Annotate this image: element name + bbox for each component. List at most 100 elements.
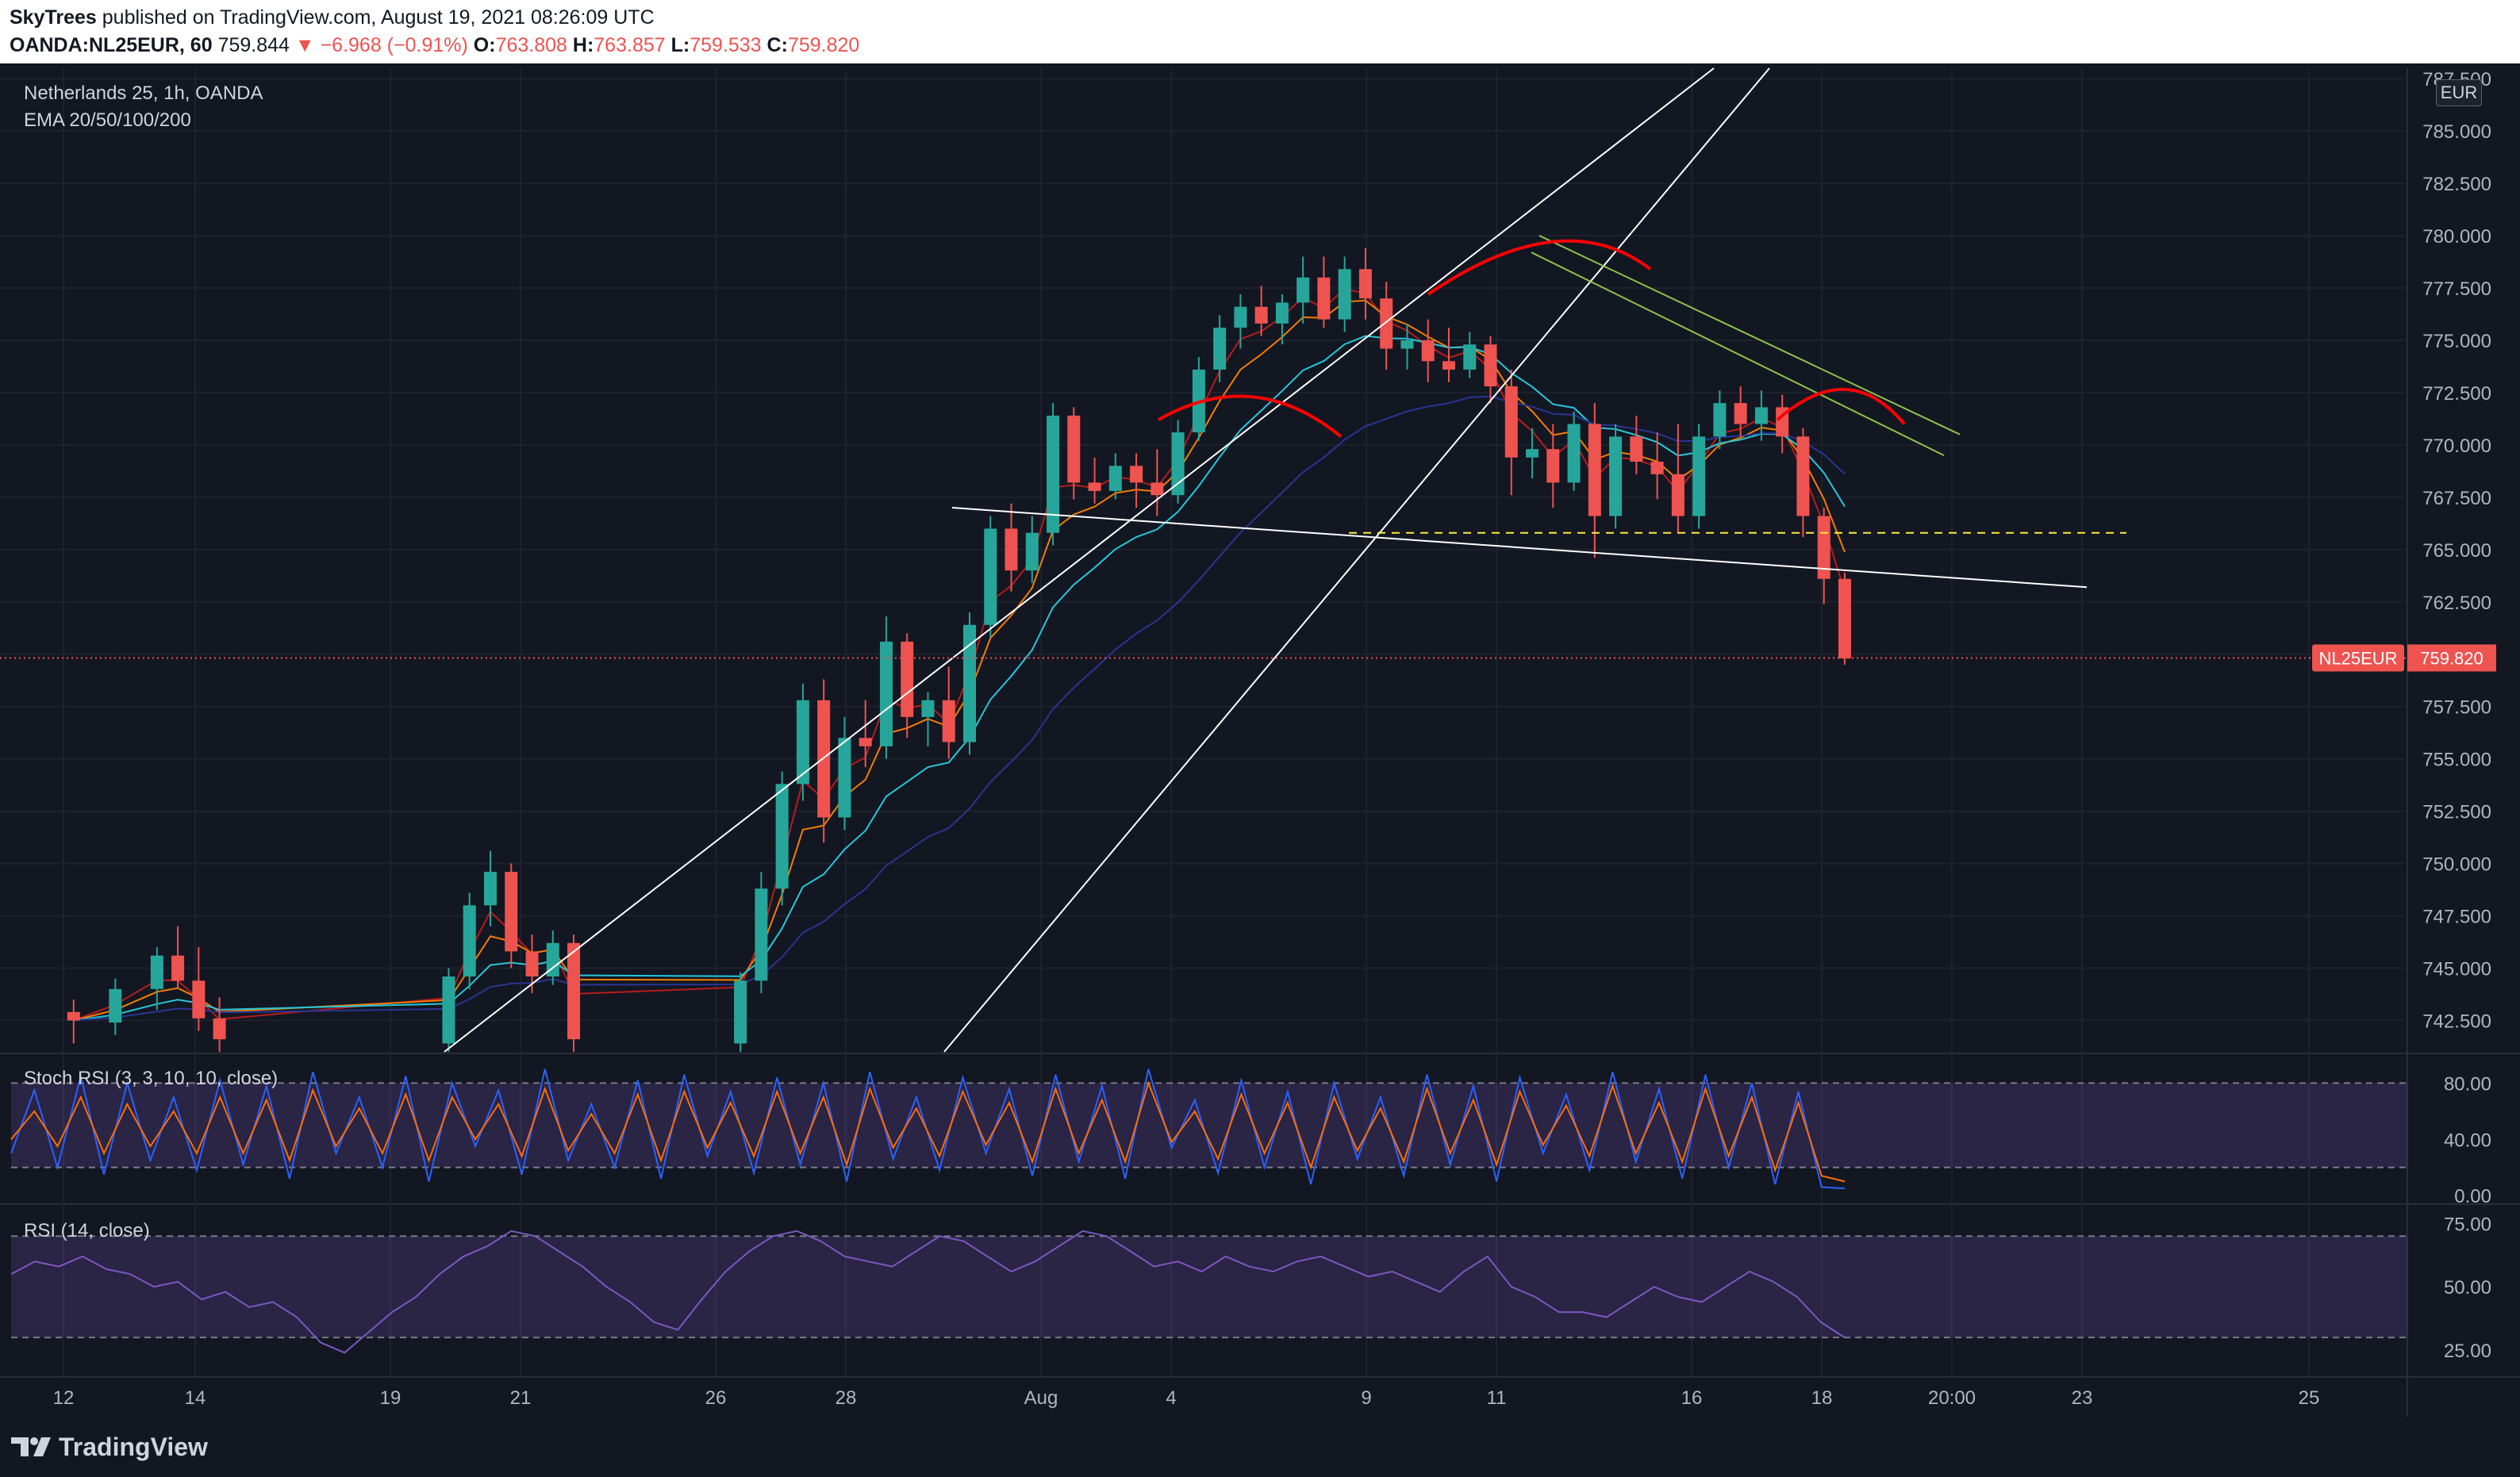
candle-body — [1254, 306, 1268, 324]
rsi-band-fill — [11, 1236, 2407, 1338]
candle-body — [1484, 344, 1497, 387]
currency-badge[interactable]: EUR — [2436, 79, 2482, 106]
candle — [1713, 390, 1727, 450]
stoch-rsi-tick-label: 40.00 — [2444, 1130, 2491, 1151]
candle — [67, 999, 80, 1044]
candle — [1192, 357, 1205, 441]
author-name[interactable]: SkyTrees — [10, 6, 97, 29]
candle — [838, 716, 851, 831]
neckline — [951, 507, 2088, 589]
candle-body — [1088, 482, 1101, 491]
ema-50-line — [73, 299, 1846, 1022]
candle — [109, 978, 122, 1035]
candle — [150, 947, 163, 1011]
stoch-rsi-legend[interactable]: Stoch RSI (3, 3, 10, 10, close) — [24, 1068, 279, 1089]
candle-body — [1151, 482, 1164, 496]
open-value: 763.808 — [495, 34, 567, 56]
rising-channel-upper — [444, 67, 1715, 1053]
price-tick-label: 772.500 — [2422, 383, 2491, 405]
candle — [1671, 424, 1684, 533]
time-tick-label: 21 — [510, 1387, 532, 1409]
price-tick-label: 782.500 — [2422, 174, 2491, 195]
candle — [775, 771, 789, 906]
candle — [1630, 415, 1643, 474]
candle — [171, 926, 185, 989]
candle — [1108, 453, 1122, 500]
footer-bar — [0, 1417, 2520, 1477]
time-tick-label: 28 — [836, 1387, 857, 1409]
price-tick-label: 750.000 — [2422, 854, 2491, 876]
candle-body — [1692, 436, 1706, 516]
time-tick-label: 14 — [185, 1387, 206, 1409]
candle — [1817, 508, 1830, 604]
candle — [921, 692, 935, 746]
publish-info: published on TradingView.com, August 19,… — [102, 6, 655, 29]
candle — [213, 997, 226, 1052]
candle-body — [1338, 269, 1351, 320]
candle-body — [1005, 528, 1018, 571]
candle-body — [1588, 424, 1601, 516]
candle — [984, 516, 997, 638]
symbol-tag-bg — [2312, 644, 2404, 672]
instrument-legend[interactable]: Netherlands 25, 1h, OANDA — [24, 82, 263, 104]
candle-body — [1296, 277, 1310, 303]
price-tick-label: 767.500 — [2422, 488, 2491, 509]
candle — [1754, 390, 1768, 441]
descending-wedge-lower — [1531, 251, 1945, 456]
candle — [1400, 323, 1414, 370]
time-tick-label: 18 — [1811, 1387, 1833, 1409]
price-tick-label: 765.000 — [2422, 540, 2491, 562]
descending-wedge-upper — [1539, 235, 1961, 435]
candle-body — [1671, 474, 1684, 516]
candle-body — [171, 955, 185, 981]
candle-body — [1838, 578, 1851, 658]
candle-body — [1380, 298, 1393, 349]
candle-body — [1067, 415, 1081, 483]
price-tick-label: 777.500 — [2422, 278, 2491, 300]
candle-body — [1630, 436, 1643, 462]
tradingview-logo[interactable]: TradingView — [11, 1431, 208, 1463]
candle-body — [1754, 407, 1768, 424]
candle-body — [1317, 277, 1331, 320]
time-tick-label: 12 — [53, 1387, 75, 1409]
candle — [192, 947, 206, 1031]
candle-body — [796, 700, 809, 785]
candle-body — [734, 980, 747, 1044]
price-tick-label: 755.000 — [2422, 750, 2491, 771]
candle-body — [921, 700, 935, 717]
candle-body — [1400, 340, 1414, 349]
candle — [442, 968, 455, 1052]
candle — [1213, 315, 1227, 382]
head-arc — [1427, 239, 1652, 296]
candle-body — [1234, 306, 1247, 328]
rsi-legend[interactable]: RSI (14, close) — [24, 1220, 150, 1241]
candle-body — [1796, 436, 1810, 516]
candle-body — [1171, 432, 1185, 496]
candle — [1692, 424, 1706, 529]
candle-body — [1442, 361, 1455, 370]
candle-body — [67, 1011, 80, 1021]
time-tick-label: Aug — [1024, 1387, 1058, 1409]
symbol-tag-label: NL25EUR — [2318, 648, 2397, 668]
candle-body — [1463, 344, 1477, 370]
ema-legend[interactable]: EMA 20/50/100/200 — [24, 109, 191, 131]
candle — [1234, 293, 1247, 349]
candle — [484, 850, 497, 926]
price-tick-label: 762.500 — [2422, 593, 2491, 614]
candle — [901, 633, 914, 738]
candle-body — [901, 641, 914, 717]
low-value: 759.533 — [690, 34, 762, 56]
candle — [546, 930, 559, 985]
candle — [1171, 420, 1185, 504]
price-tick-label: 775.000 — [2422, 331, 2491, 352]
open-label: O: — [473, 34, 496, 56]
candle-body — [755, 888, 768, 981]
candle-body — [1650, 462, 1664, 474]
candle-body — [1358, 269, 1372, 299]
candle — [1358, 247, 1372, 320]
candle — [1504, 369, 1518, 496]
stoch-rsi-tick-label: 0.00 — [2454, 1186, 2491, 1207]
candle — [1442, 328, 1455, 382]
candle — [963, 612, 976, 755]
